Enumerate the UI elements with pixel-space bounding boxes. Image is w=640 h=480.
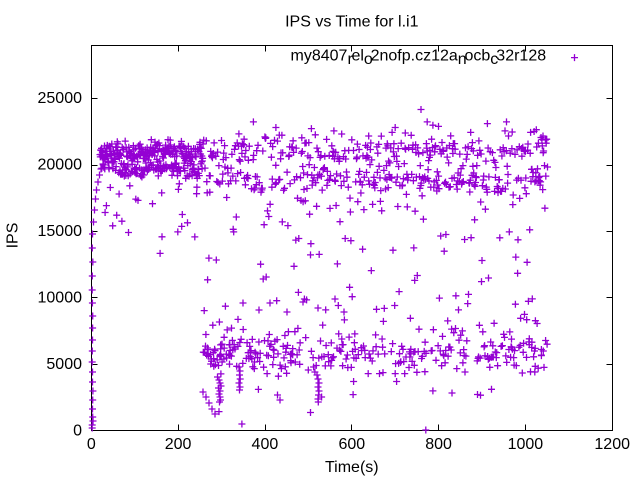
svg-text:600: 600 — [338, 436, 365, 453]
svg-text:n: n — [458, 51, 467, 68]
svg-text:200: 200 — [165, 436, 192, 453]
svg-text:ocb: ocb — [465, 48, 491, 65]
svg-text:400: 400 — [252, 436, 279, 453]
svg-text:IPS vs Time for l.i1: IPS vs Time for l.i1 — [285, 13, 418, 30]
svg-text:25000: 25000 — [38, 90, 83, 107]
svg-text:1200: 1200 — [594, 436, 630, 453]
svg-text:15000: 15000 — [38, 223, 83, 240]
svg-text:2nofp.cz12a: 2nofp.cz12a — [371, 48, 458, 65]
svg-text:o: o — [364, 51, 373, 68]
svg-text:32r128: 32r128 — [496, 48, 546, 65]
svg-text:0: 0 — [87, 436, 96, 453]
svg-text:el: el — [352, 48, 364, 65]
svg-text:r: r — [348, 51, 354, 68]
svg-text:Time(s): Time(s) — [325, 459, 379, 476]
svg-text:10000: 10000 — [38, 290, 83, 307]
svg-text:20000: 20000 — [38, 157, 83, 174]
svg-text:1000: 1000 — [508, 436, 544, 453]
svg-text:my8407: my8407 — [291, 48, 348, 65]
svg-text:c: c — [490, 51, 498, 68]
svg-text:0: 0 — [73, 422, 82, 439]
svg-text:IPS: IPS — [5, 223, 22, 249]
svg-text:5000: 5000 — [46, 356, 82, 373]
svg-text:800: 800 — [425, 436, 452, 453]
